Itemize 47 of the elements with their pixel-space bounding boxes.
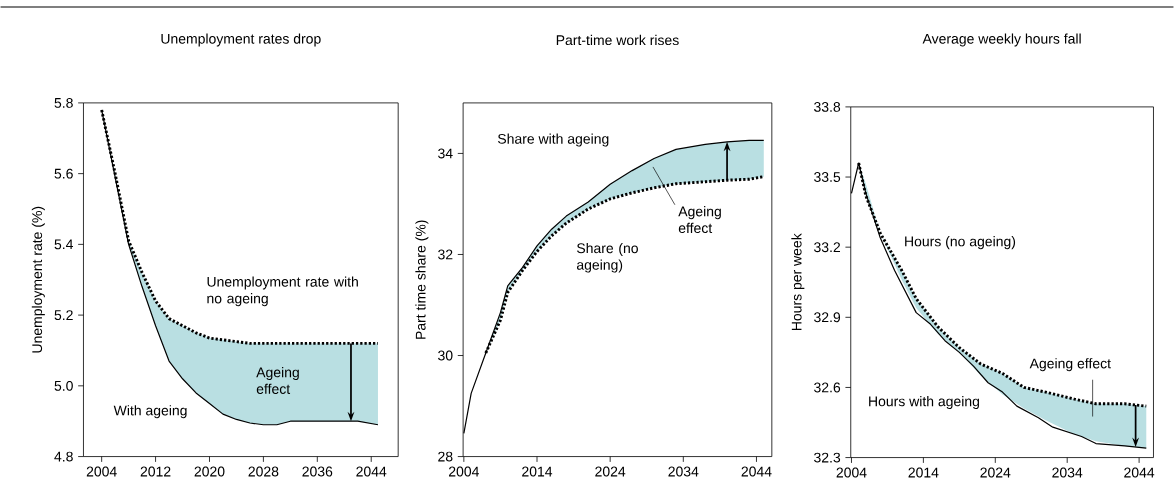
x-tick-label: 2014 [908,467,939,478]
chart-title: Unemployment rates drop [161,33,321,47]
y-tick-label: 33.2 [814,242,841,253]
x-tick-label: 2004 [836,467,867,478]
x-tick-label: 2044 [356,466,387,477]
y-tick-label: 32.9 [814,312,841,323]
y-tick-label: 30 [438,350,453,361]
x-tick-label: 2028 [248,466,279,477]
y-axis-title: Hours per week [791,233,805,331]
y-tick-label: 32.6 [814,382,841,393]
x-tick-label: 2004 [86,466,117,477]
annotation: Ageing effect [678,206,721,234]
series-label: Hours (no ageing) [905,236,1016,250]
chart-title: Average weekly hours fall [922,33,1081,47]
y-tick-label: 33.5 [814,172,841,183]
y-tick-label: 33.8 [814,102,841,113]
y-tick-label: 5.6 [54,168,73,179]
x-tick-label: 2034 [1052,467,1083,478]
y-tick-label: 5.0 [54,381,73,392]
y-tick-label: 28 [438,451,453,462]
series-label: Hours with ageing [869,396,979,410]
y-tick-label: 5.4 [54,239,74,250]
y-tick-label: 5.8 [54,98,73,109]
y-tick-label: 32 [438,249,453,260]
x-tick-label: 2004 [449,466,479,477]
x-tick-label: 2024 [595,466,626,477]
series-label: With ageing [113,405,187,419]
x-tick-label: 2044 [1124,467,1155,478]
x-tick-label: 2020 [194,466,225,477]
chart-title: Part-time work rises [556,35,679,46]
y-tick-label: 34 [438,148,453,159]
y-tick-label: 5.2 [54,310,73,321]
annotation: Ageing effect [256,367,299,395]
y-axis-title: Unemployment rate (%) [31,207,45,353]
series-label: Share (no ageing) [576,243,638,273]
x-tick-label: 2024 [980,467,1011,478]
text: Share with ageing [497,133,609,147]
text: Unemployment rate with no ageing [207,276,358,307]
annotation: Ageing effect [1029,358,1111,372]
x-tick-label: 2034 [668,466,699,477]
x-tick-label: 2014 [522,466,553,477]
y-axis-title: Part time share (%) [415,220,429,340]
x-tick-label: 2012 [140,466,171,477]
y-tick-label: 4.8 [54,451,73,462]
x-tick-label: 2036 [302,466,333,477]
y-tick-label: 32.3 [814,452,841,463]
x-tick-label: 2044 [741,466,772,477]
